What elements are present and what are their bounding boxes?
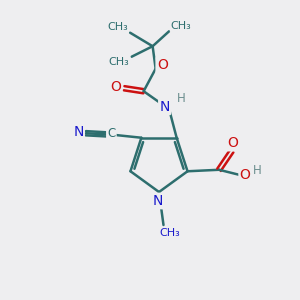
Text: N: N	[159, 100, 170, 114]
Text: O: O	[227, 136, 238, 150]
Text: CH₃: CH₃	[109, 57, 129, 67]
Text: H: H	[177, 92, 186, 105]
Text: N: N	[152, 194, 163, 208]
Text: O: O	[157, 58, 168, 72]
Text: CH₃: CH₃	[159, 228, 180, 239]
Text: CH₃: CH₃	[107, 22, 128, 32]
Text: H: H	[253, 164, 262, 177]
Text: CH₃: CH₃	[171, 21, 191, 31]
Text: N: N	[73, 125, 84, 139]
Text: O: O	[110, 80, 121, 94]
Text: C: C	[107, 127, 116, 140]
Text: O: O	[240, 168, 250, 182]
